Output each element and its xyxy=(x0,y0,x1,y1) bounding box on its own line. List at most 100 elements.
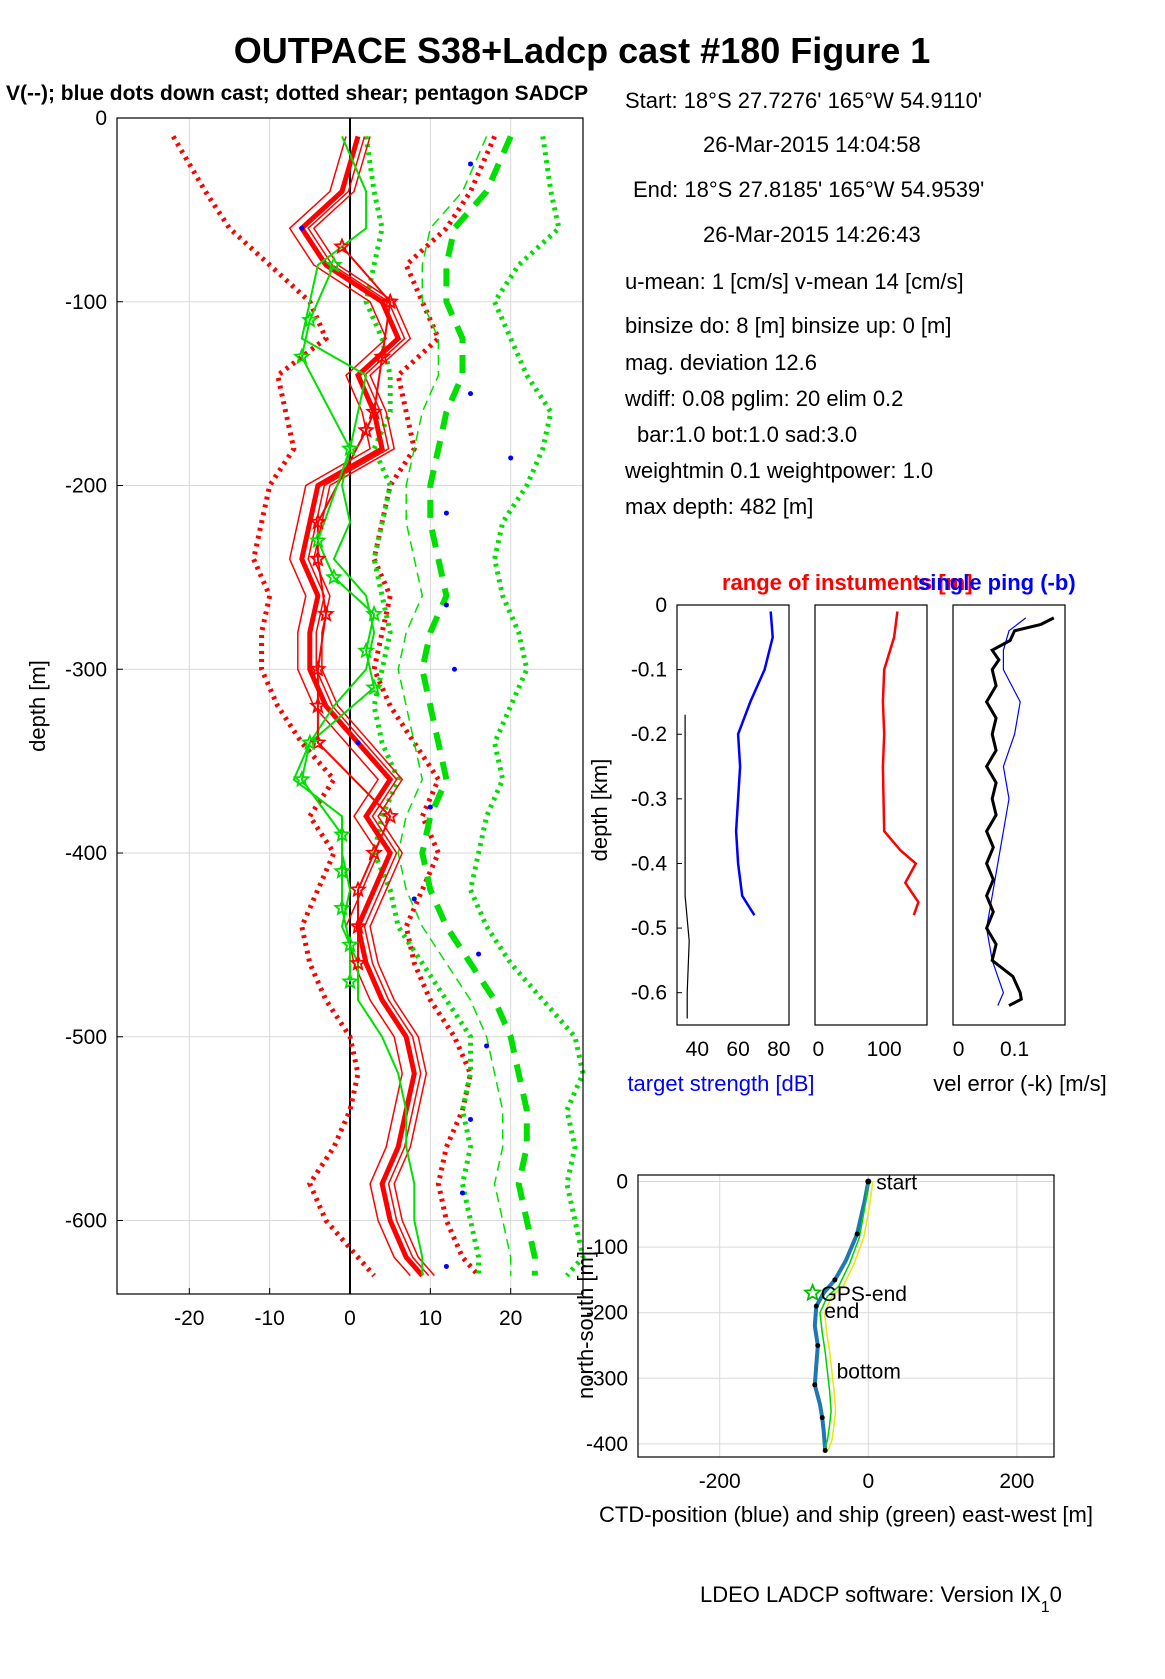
footer-main: LDEO LADCP software: Version IX xyxy=(700,1582,1041,1607)
range-line xyxy=(881,611,920,916)
footer-subscript: 1 xyxy=(1041,1599,1050,1616)
downcast-dot xyxy=(468,161,474,167)
info-means: u-mean: 1 [cm/s] v-mean 14 [cm/s] xyxy=(625,269,964,294)
main-ytick-label: -400 xyxy=(65,842,107,865)
position-ylabel: north-south [m] xyxy=(573,1251,598,1399)
sadcp-v-star xyxy=(325,568,343,585)
downcast-dot xyxy=(508,455,514,461)
ts-xtick-label: 40 xyxy=(686,1038,709,1061)
sadcp-v-star xyxy=(333,825,351,843)
range-panel-frame xyxy=(814,604,928,1026)
u-velocity-line xyxy=(307,136,430,1277)
sadcp-u-star xyxy=(381,806,400,824)
sadcp-u-star xyxy=(308,549,327,567)
info-start: Start: 18°S 27.7276' 165°W 54.9110' xyxy=(625,88,982,113)
track-marker xyxy=(813,1303,819,1309)
v-shear-line xyxy=(467,136,586,1278)
position-axes-frame xyxy=(637,1174,1055,1458)
info-wdiff: wdiff: 0.08 pglim: 20 elim 0.2 xyxy=(624,386,903,411)
sadcp-v-star xyxy=(333,862,351,879)
downcast-dot xyxy=(443,602,449,608)
range-xtick-label: 0 xyxy=(812,1038,824,1061)
sadcp-v-star xyxy=(325,255,343,273)
range-ytick-label: -0.2 xyxy=(631,723,667,746)
track-marker xyxy=(812,1382,818,1388)
sadcp-u-star xyxy=(308,512,327,530)
info-end-time: 26-Mar-2015 14:26:43 xyxy=(703,222,921,247)
error-xtick-label: 0.1 xyxy=(1000,1038,1029,1061)
ctd-track-line xyxy=(812,1181,871,1451)
info-end: End: 18°S 27.8185' 165°W 54.9539' xyxy=(633,177,984,202)
ts-xtick-label: 60 xyxy=(726,1038,749,1061)
velocity-error-line xyxy=(984,616,1055,1007)
sadcp-u-line xyxy=(316,245,392,964)
info-maxdepth: max depth: 482 [m] xyxy=(625,494,813,519)
main-xtick-label: 20 xyxy=(499,1307,522,1330)
range-ytick-label: -0.4 xyxy=(631,852,668,875)
sadcp-v-star xyxy=(341,439,359,457)
downcast-dot xyxy=(476,951,482,957)
info-magdev: mag. deviation 12.6 xyxy=(625,350,817,375)
sadcp-v-star xyxy=(308,531,327,549)
instrument-range-line xyxy=(684,714,690,1019)
position-xtick-label: 200 xyxy=(999,1470,1034,1493)
sadcp-u-star xyxy=(316,604,335,622)
start-marker xyxy=(865,1178,872,1185)
downcast-dot xyxy=(468,391,474,397)
end-label: end xyxy=(824,1300,859,1323)
ship-track-line xyxy=(823,1181,874,1451)
main-ytick-label: -500 xyxy=(65,1026,107,1049)
sadcp-v-star xyxy=(341,972,359,990)
downcast-dot xyxy=(451,666,457,672)
info-binsize: binsize do: 8 [m] binsize up: 0 [m] xyxy=(625,313,952,338)
track-marker xyxy=(854,1231,860,1237)
info-weight: weightmin 0.1 weightpower: 1.0 xyxy=(624,458,933,483)
v-velocity-line xyxy=(419,135,538,1276)
range-ytick-label: -0.3 xyxy=(631,788,667,811)
sadcp-v-star xyxy=(300,310,319,328)
sadcp-v-star xyxy=(292,347,311,365)
position-xlabel: CTD-position (blue) and ship (green) eas… xyxy=(599,1502,1093,1527)
downcast-dot xyxy=(484,1043,490,1049)
track-marker xyxy=(832,1277,838,1283)
u-velocity-line xyxy=(298,135,425,1278)
position-ytick-label: -300 xyxy=(586,1367,628,1390)
position-ytick-label: -400 xyxy=(586,1433,628,1456)
sadcp-u-star xyxy=(365,843,384,861)
error-xtick-label: 0 xyxy=(953,1038,965,1061)
sadcp-u-star xyxy=(308,659,327,677)
ts-xlabel: target strength [dB] xyxy=(627,1071,814,1096)
range-xtick-label: 100 xyxy=(867,1038,902,1061)
footer-text: LDEO LADCP software: Version IX10 xyxy=(700,1582,1062,1616)
position-ytick-label: -100 xyxy=(586,1236,628,1259)
error-panel-frame xyxy=(952,604,1066,1026)
main-ylabel: depth [m] xyxy=(25,660,50,752)
range-ytick-label: -0.6 xyxy=(631,982,667,1005)
sadcp-u-star xyxy=(349,917,367,935)
sadcp-u-star xyxy=(333,237,351,255)
downcast-dot xyxy=(443,510,449,516)
sadcp-v-star xyxy=(365,678,384,696)
sadcp-u-star xyxy=(308,696,327,714)
main-series xyxy=(171,135,823,1302)
downcast-dot xyxy=(427,804,433,810)
gps-end-label: GPS-end xyxy=(821,1283,907,1306)
figure-subtitle: V(--); blue dots down cast; dotted shear… xyxy=(6,82,588,105)
downcast-dot xyxy=(411,896,417,902)
main-xtick-label: -20 xyxy=(174,1307,204,1330)
u-shear-line xyxy=(371,135,497,1278)
range-ytick-label: 0 xyxy=(655,594,667,617)
sadcp-v-line xyxy=(300,264,376,982)
v-velocity-line xyxy=(397,136,512,1276)
position-ytick-label: 0 xyxy=(616,1171,628,1194)
main-ytick-label: -100 xyxy=(65,291,107,314)
footer-end: 0 xyxy=(1050,1582,1062,1607)
bottom-label: bottom xyxy=(837,1360,901,1383)
range-ytick-label: -0.1 xyxy=(631,659,667,682)
downcast-dot xyxy=(459,1190,465,1196)
cast-info: Start: 18°S 27.7276' 165°W 54.9110' 26-M… xyxy=(624,88,984,519)
sadcp-v-star xyxy=(341,935,359,953)
sadcp-u-star xyxy=(349,953,367,971)
sadcp-u-star xyxy=(349,880,367,898)
